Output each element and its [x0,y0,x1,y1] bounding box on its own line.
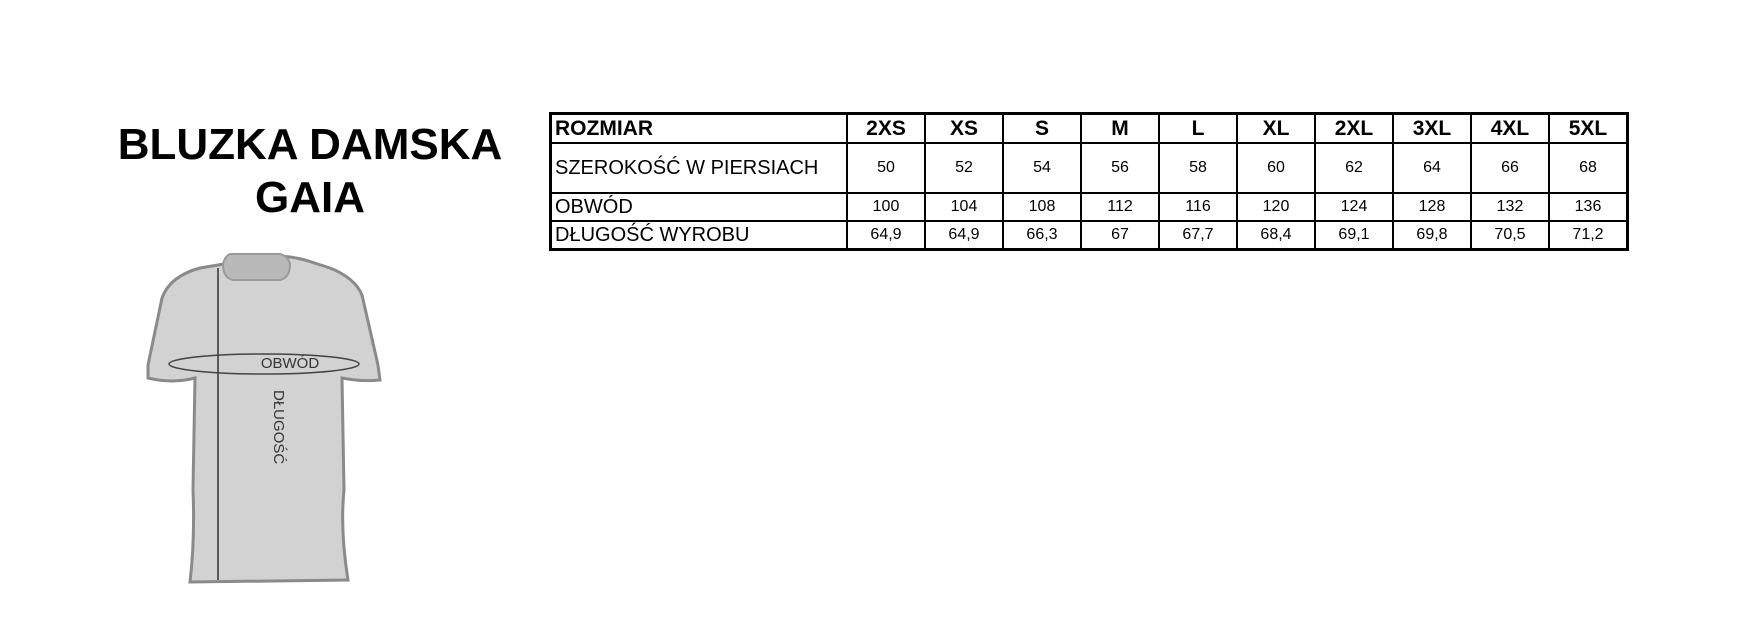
size-header: 2XS [846,112,926,144]
table-cell: 132 [1470,192,1550,222]
table-cell: 70,5 [1470,220,1550,251]
table-cell: 68,4 [1236,220,1316,251]
table-cell: 64 [1392,142,1472,194]
table-cell: 71,2 [1548,220,1629,251]
table-cell: 136 [1548,192,1629,222]
row-label: OBWÓD [549,192,848,222]
tshirt-diagram: OBWÓD DŁUGOŚĆ [146,253,382,584]
table-cell: 120 [1236,192,1316,222]
table-cell: 64,9 [924,220,1004,251]
row-label: DŁUGOŚĆ WYROBU [549,220,848,251]
size-table: ROZMIAR 2XS XS S M L XL 2XL 3XL 4XL 5XL … [549,112,1629,251]
title-line-2: GAIA [255,173,365,222]
table-cell: 67,7 [1158,220,1238,251]
size-header: XS [924,112,1004,144]
table-cell: 52 [924,142,1004,194]
table-cell: 128 [1392,192,1472,222]
chest-ellipse [168,353,360,375]
table-row: SZEROKOŚĆ W PIERSIACH 50 52 54 56 58 60 62 64 66 6… [549,142,1629,194]
table-row: OBWÓD 100 104 108 112 116 120 124 128 132 136 [549,192,1629,222]
tshirt-body [146,254,382,584]
size-header: 5XL [1548,112,1629,144]
table-cell: 69,1 [1314,220,1394,251]
table-cell: 62 [1314,142,1394,194]
table-cell: 104 [924,192,1004,222]
row-label: SZEROKOŚĆ W PIERSIACH [549,142,848,194]
title-line-1: BLUZKA DAMSKA [117,120,503,169]
size-header: M [1080,112,1160,144]
chest-label: OBWÓD [261,355,319,372]
table-cell: 67 [1080,220,1160,251]
table-cell: 108 [1002,192,1082,222]
table-cell: 50 [846,142,926,194]
size-header: 4XL [1470,112,1550,144]
table-row: DŁUGOŚĆ WYROBU 64,9 64,9 66,3 67 67,7 68,4 69,1… [549,220,1629,251]
table-cell: 66,3 [1002,220,1082,251]
table-cell: 124 [1314,192,1394,222]
size-header: 2XL [1314,112,1394,144]
table-cell: 112 [1080,192,1160,222]
table-cell: 60 [1236,142,1316,194]
table-cell: 64,9 [846,220,926,251]
table-cell: 58 [1158,142,1238,194]
length-label: DŁUGOŚĆ [270,390,288,464]
table-cell: 100 [846,192,926,222]
table-cell: 116 [1158,192,1238,222]
table-cell: 69,8 [1392,220,1472,251]
size-header: L [1158,112,1238,144]
table-cell: 66 [1470,142,1550,194]
table-header-row: ROZMIAR 2XS XS S M L XL 2XL 3XL 4XL 5XL [549,112,1629,144]
size-header: 3XL [1392,112,1472,144]
table-cell: 54 [1002,142,1082,194]
table-cell: 56 [1080,142,1160,194]
table-cell: 68 [1548,142,1629,194]
size-header: S [1002,112,1082,144]
header-label: ROZMIAR [549,112,848,144]
tshirt-collar [221,253,292,281]
size-header: XL [1236,112,1316,144]
product-title: BLUZKA DAMSKA GAIA [100,118,520,224]
